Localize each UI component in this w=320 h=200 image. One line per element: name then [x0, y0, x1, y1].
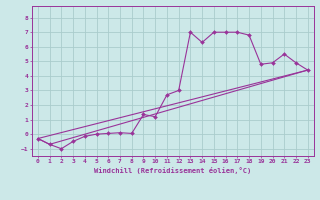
X-axis label: Windchill (Refroidissement éolien,°C): Windchill (Refroidissement éolien,°C) — [94, 167, 252, 174]
